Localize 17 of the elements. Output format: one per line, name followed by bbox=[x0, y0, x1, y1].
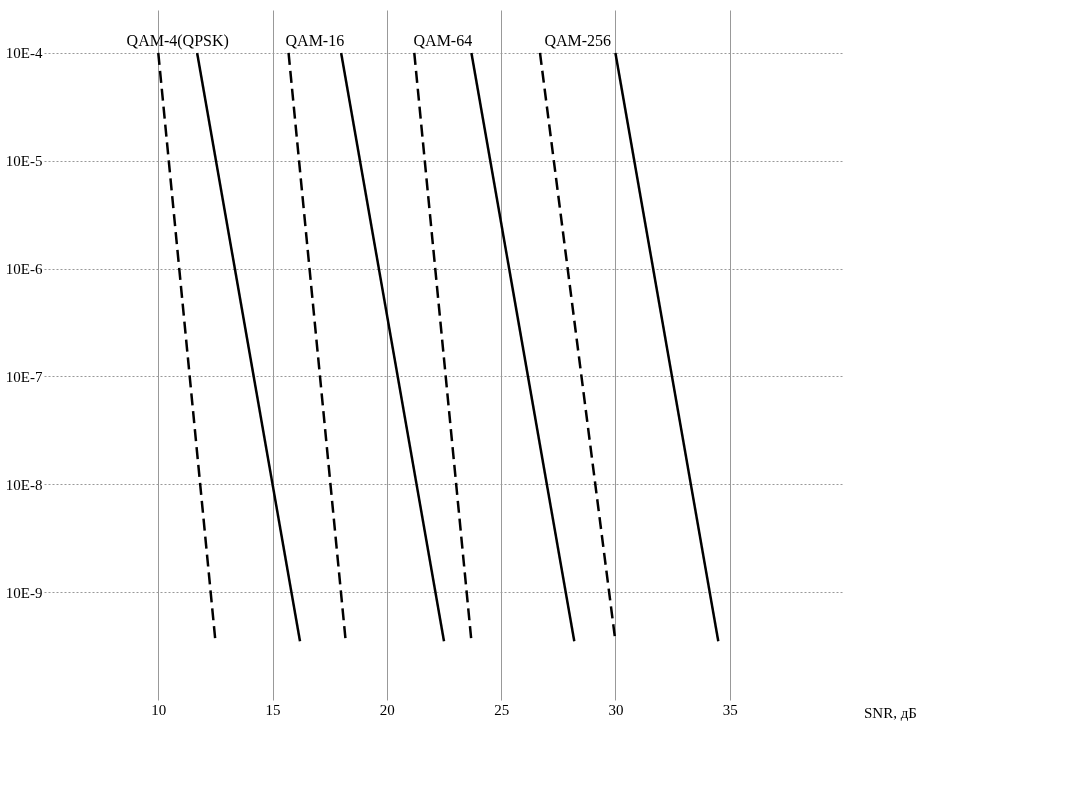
y-tick-label: 10E-5 bbox=[5, 153, 43, 170]
x-tick-label: 20 bbox=[379, 701, 395, 718]
y-tick-label: 10E-6 bbox=[5, 261, 43, 278]
x-axis-title: SNR, дБ bbox=[864, 705, 917, 721]
y-tick-label: 10E-8 bbox=[5, 476, 43, 493]
y-tick-label: 10E-7 bbox=[5, 368, 43, 385]
x-tick-label: 25 bbox=[494, 701, 510, 718]
y-tick-label: 10E-9 bbox=[5, 584, 43, 601]
annotation: QAM-16 bbox=[285, 32, 345, 50]
annotation: QAM-256 bbox=[544, 32, 612, 50]
x-tick-label: 30 bbox=[608, 701, 624, 718]
x-tick-label: 10 bbox=[151, 701, 167, 718]
annotation: QAM-64 bbox=[413, 32, 473, 50]
x-tick-label: 35 bbox=[722, 701, 738, 718]
y-tick-label: 10E-4 bbox=[5, 45, 43, 62]
annotation: QAM-4(QPSK) bbox=[126, 32, 229, 51]
x-tick-label: 15 bbox=[265, 701, 281, 718]
